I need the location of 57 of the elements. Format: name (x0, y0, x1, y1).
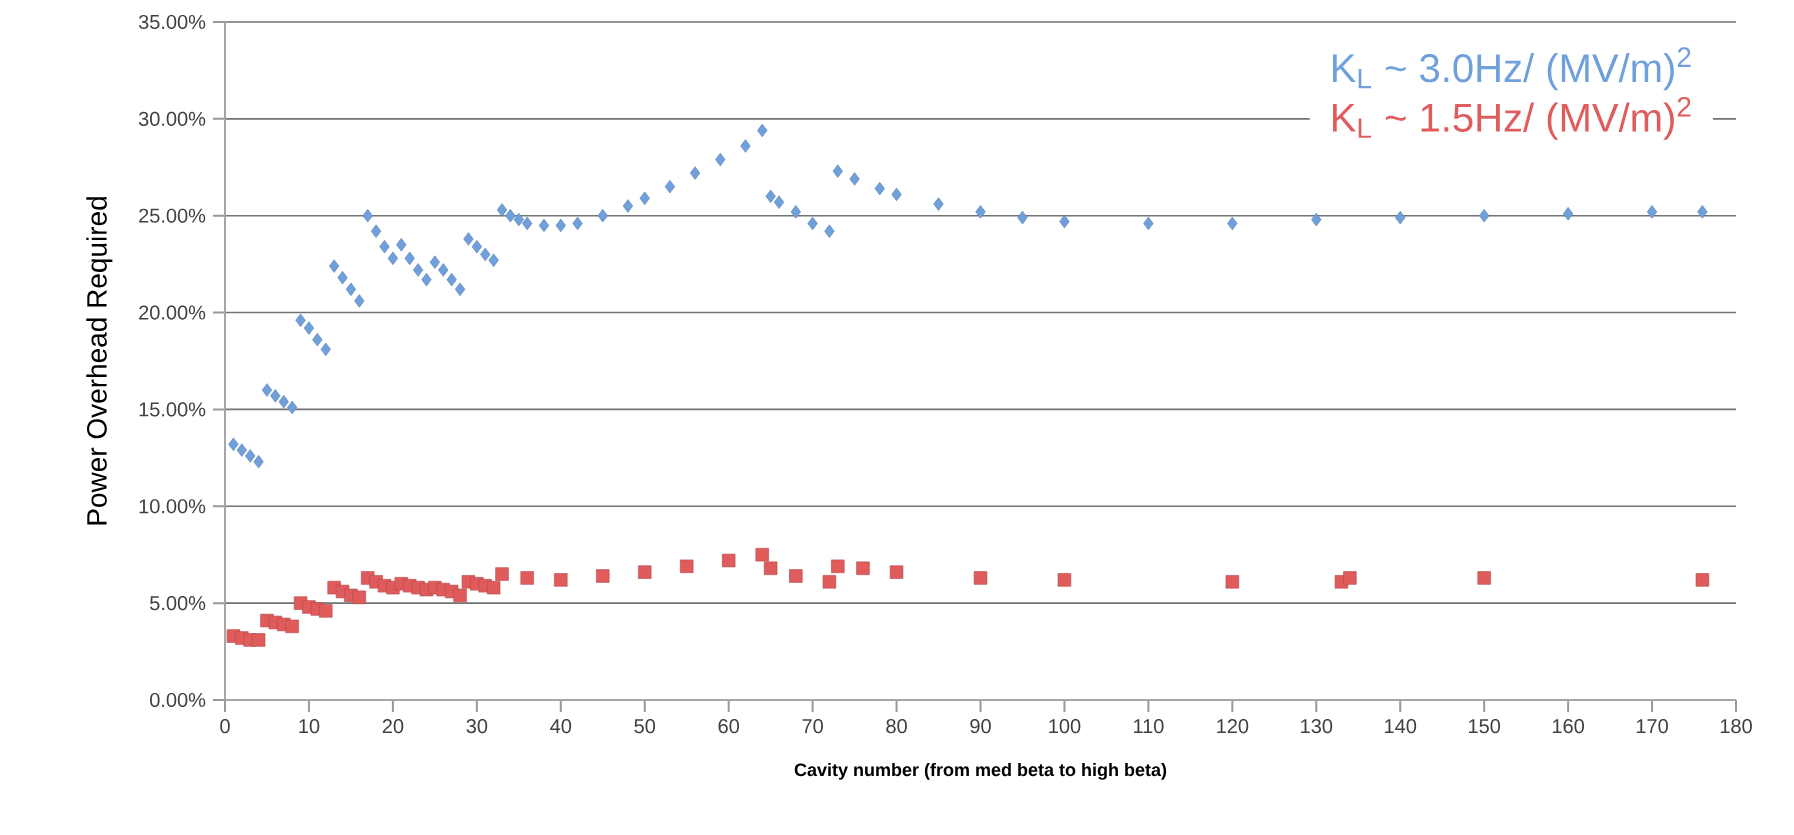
x-tick-label: 130 (1301, 719, 1333, 734)
point (822, 575, 837, 589)
x-axis-title: Cavity number (from med beta to high beta) (794, 762, 1167, 780)
y-tick-label: 30.00% (138, 111, 206, 126)
point (973, 571, 988, 585)
point (889, 565, 904, 579)
point (680, 559, 694, 574)
x-tick-label: 60 (718, 719, 740, 734)
x-tick-label: 80 (886, 719, 907, 734)
y-tick-label: 20.00% (139, 305, 206, 320)
point (319, 604, 333, 618)
x-tick-label: 90 (970, 719, 991, 734)
x-tick-label: 140 (1385, 719, 1417, 734)
point (763, 561, 778, 575)
x-tick-label: 50 (634, 719, 656, 734)
point (1477, 571, 1491, 585)
point (495, 567, 509, 581)
x-tick-label: 160 (1552, 719, 1585, 734)
point (831, 559, 845, 574)
point (352, 590, 367, 605)
y-tick-label: 15.00% (139, 402, 206, 417)
x-tick-label: 180 (1720, 719, 1752, 734)
y-tick-label: 25.00% (139, 208, 206, 223)
y-axis-title: Power Overhead Required (86, 197, 113, 525)
point (453, 588, 467, 603)
point (789, 569, 803, 583)
point (1225, 575, 1240, 589)
y-tick-label: 35.00% (138, 14, 206, 30)
point (520, 571, 534, 585)
x-tick-label: 40 (550, 719, 572, 734)
point (251, 633, 266, 647)
x-tick-label: 20 (382, 719, 404, 734)
x-tick-label: 150 (1469, 719, 1501, 734)
point (638, 565, 652, 579)
x-tick-label: 110 (1133, 719, 1164, 734)
point (1057, 573, 1072, 587)
point (596, 569, 610, 583)
y-tick-label: 10.00% (139, 499, 206, 514)
point (721, 553, 736, 568)
x-tick-label: 70 (802, 719, 823, 734)
point (554, 573, 568, 587)
text: K$_{L}$ ~ 1.5Hz/ (MV/m)$^{2}$ (1333, 96, 1691, 140)
point (755, 548, 769, 562)
point (1343, 571, 1357, 585)
text: K$_{L}$ ~ 3.0Hz/ (MV/m)$^{2}$ (1333, 47, 1691, 91)
x-tick-label: 170 (1636, 719, 1668, 734)
point (486, 580, 501, 595)
y-tick-label: 0.00% (150, 692, 206, 708)
point (285, 619, 299, 634)
x-tick-label: 30 (466, 719, 488, 734)
x-tick-label: 120 (1217, 719, 1249, 734)
x-tick-label: 0 (220, 719, 230, 734)
point (856, 561, 870, 575)
x-tick-label: 10 (299, 719, 320, 734)
x-tick-label: 100 (1049, 719, 1081, 734)
point (1695, 573, 1710, 587)
y-tick-label: 5.00% (150, 596, 206, 611)
